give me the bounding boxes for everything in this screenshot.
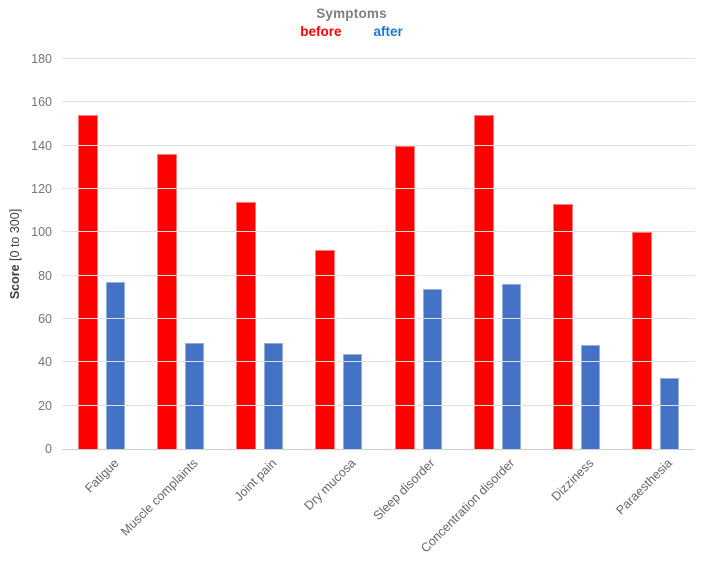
bar-before-6: [552, 204, 573, 449]
bar-after-6: [580, 345, 600, 449]
x-tick-label-0: Fatigue: [82, 456, 122, 496]
legend-item-before: before: [300, 24, 342, 39]
x-tick-label-1: Muscle complaints: [117, 456, 201, 539]
bar-after-3: [343, 353, 363, 449]
y-axis-title: Score [0 to 300]: [8, 209, 22, 299]
y-tick-label-80: 80: [38, 268, 52, 283]
bar-before-0: [78, 115, 99, 449]
y-tick-label-180: 180: [31, 52, 52, 66]
gridline-180: [62, 58, 695, 59]
bar-group-5: [458, 59, 537, 449]
x-tick-label-7: Paraesthesia: [613, 456, 676, 518]
bar-group-7: [616, 59, 695, 449]
bar-after-5: [501, 284, 521, 449]
gridline-60: [62, 318, 695, 320]
x-tick-label-6: Dizziness: [548, 456, 597, 504]
bar-after-2: [264, 342, 284, 449]
gridline-100: [62, 231, 695, 233]
y-tick-label-0: 0: [45, 442, 52, 456]
chart-legend: before after: [0, 24, 703, 39]
gridline-140: [62, 144, 695, 146]
bar-group-3: [299, 59, 378, 449]
bar-group-6: [537, 59, 616, 449]
y-tick-label-140: 140: [31, 138, 52, 153]
x-tick-label-4: Sleep disorder: [371, 456, 438, 523]
legend-item-after: after: [373, 24, 403, 39]
gridline-160: [62, 101, 695, 103]
gridline-20: [62, 404, 695, 406]
y-tick-label-120: 120: [31, 182, 52, 196]
y-tick-label-100: 100: [31, 225, 52, 240]
bar-before-7: [631, 232, 652, 449]
bar-before-5: [473, 115, 494, 449]
bar-before-2: [236, 202, 257, 449]
y-tick-label-60: 60: [38, 312, 52, 326]
bar-after-4: [422, 288, 442, 449]
bar-before-1: [157, 154, 178, 449]
bar-after-1: [185, 342, 205, 449]
gridline-40: [62, 361, 695, 363]
plot-area: [62, 58, 695, 450]
gridline-120: [62, 188, 695, 190]
bar-after-7: [659, 377, 679, 449]
x-tick-label-2: Joint pain: [231, 456, 280, 504]
x-tick-label-5: Concentration disorder: [417, 456, 518, 556]
y-tick-label-40: 40: [38, 355, 52, 370]
bar-after-0: [106, 282, 126, 449]
bar-before-3: [315, 249, 336, 449]
bar-group-4: [379, 59, 458, 449]
y-tick-label-160: 160: [31, 95, 52, 110]
bar-groups: [62, 59, 695, 449]
chart-header: Symptoms before after: [0, 6, 703, 39]
bar-before-4: [394, 145, 415, 449]
bar-group-1: [141, 59, 220, 449]
x-tick-label-3: Dry mucosa: [301, 456, 359, 514]
bar-group-2: [220, 59, 299, 449]
y-tick-label-20: 20: [38, 398, 52, 413]
chart-title: Symptoms: [316, 6, 387, 21]
bar-group-0: [62, 59, 141, 449]
gridline-80: [62, 274, 695, 276]
